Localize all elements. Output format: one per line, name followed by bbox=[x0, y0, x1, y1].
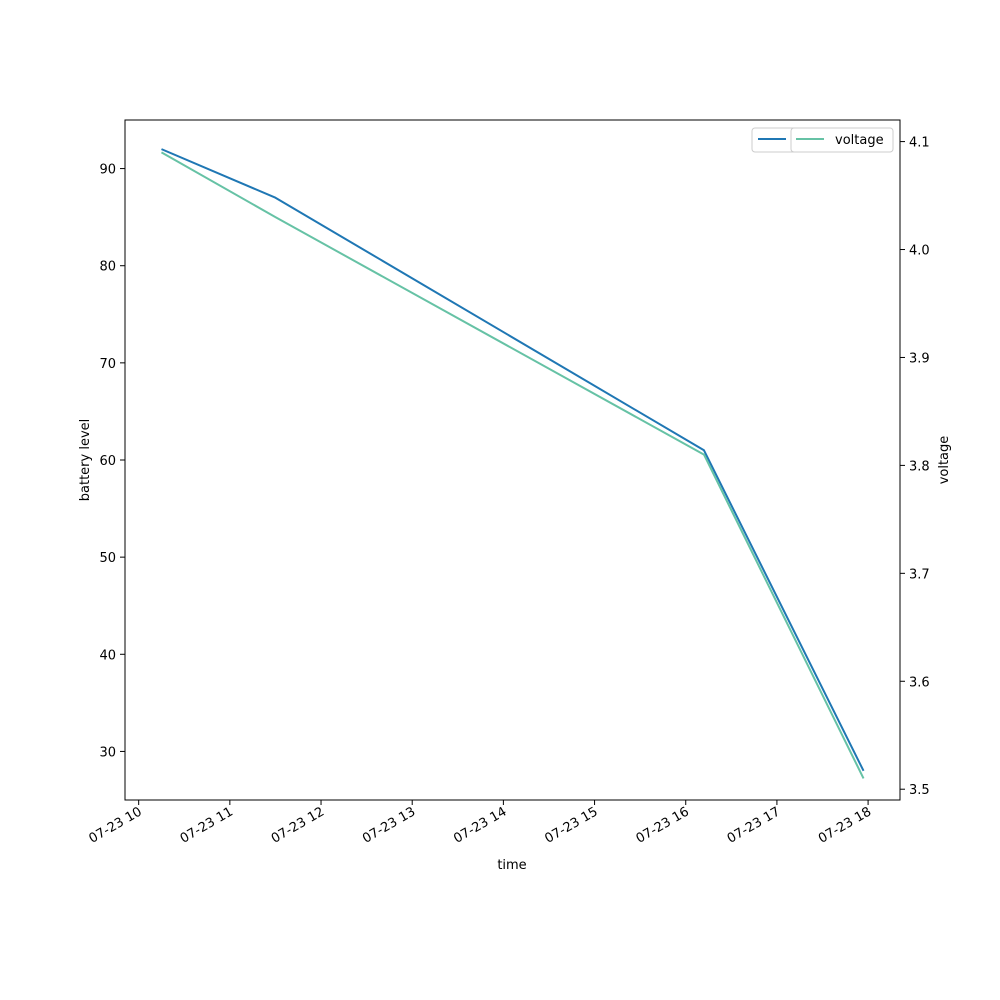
right-y-axis-ticks: 3.5 3.6 3.7 3.8 3.9 4.0 4.1 bbox=[900, 136, 930, 798]
x-axis-title: time bbox=[497, 858, 526, 873]
right-y-axis-title: voltage bbox=[937, 436, 952, 485]
left-y-axis-ticks: 30 40 50 60 70 80 90 bbox=[99, 163, 125, 760]
left-y-tick-label: 30 bbox=[99, 745, 116, 760]
legend-voltage-label: voltage bbox=[835, 133, 884, 148]
x-tick-label: 07-23 13 bbox=[360, 804, 418, 846]
x-tick-label: 07-23 15 bbox=[542, 804, 600, 846]
series-line-battery bbox=[161, 148, 865, 772]
left-y-tick-label: 80 bbox=[99, 260, 116, 275]
series-layer bbox=[160, 148, 865, 779]
left-y-tick-label: 70 bbox=[99, 357, 116, 372]
plot-frame bbox=[124, 119, 901, 801]
left-y-tick-label: 40 bbox=[99, 648, 116, 663]
x-tick-label: 07-23 18 bbox=[816, 804, 874, 846]
series-line-voltage bbox=[160, 151, 865, 779]
right-y-tick-label: 3.9 bbox=[909, 351, 930, 366]
right-y-tick-label: 4.1 bbox=[909, 136, 930, 151]
x-tick-label: 07-23 14 bbox=[451, 804, 509, 846]
x-tick-label: 07-23 17 bbox=[725, 804, 783, 846]
x-tick-label: 07-23 16 bbox=[634, 804, 692, 846]
left-y-tick-label: 90 bbox=[99, 163, 116, 178]
right-y-tick-label: 3.5 bbox=[909, 783, 930, 798]
left-y-tick-label: 60 bbox=[99, 454, 116, 469]
right-y-tick-label: 3.8 bbox=[909, 459, 930, 474]
x-tick-label: 07-23 11 bbox=[178, 804, 236, 846]
x-tick-label: 07-23 12 bbox=[269, 804, 327, 846]
right-y-tick-label: 4.0 bbox=[909, 244, 930, 259]
x-tick-label: 07-23 10 bbox=[87, 804, 145, 846]
left-y-tick-label: 50 bbox=[99, 551, 116, 566]
right-y-tick-label: 3.7 bbox=[909, 567, 930, 582]
left-y-axis-title: battery level bbox=[78, 419, 93, 502]
legend-voltage: voltage bbox=[790, 127, 894, 153]
legend-voltage-box bbox=[790, 127, 894, 153]
right-y-tick-label: 3.6 bbox=[909, 675, 930, 690]
x-axis-ticks: 07-23 10 07-23 11 07-23 12 07-23 13 07-23 14… bbox=[87, 800, 874, 847]
